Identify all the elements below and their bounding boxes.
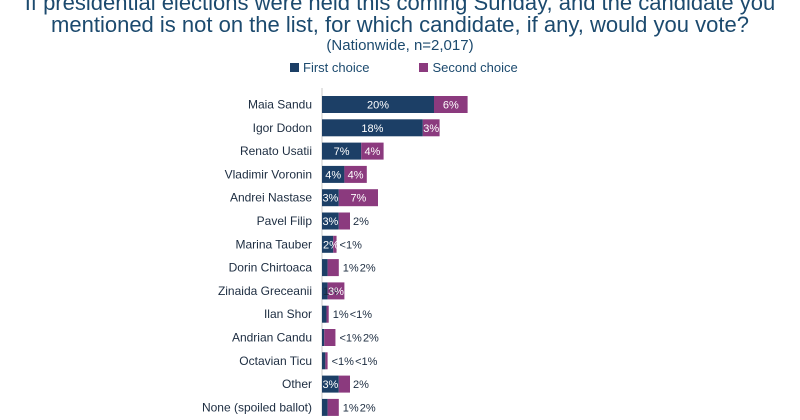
bar-second-choice (434, 96, 468, 113)
data-label-first-choice: 7% (334, 146, 350, 158)
bar-first-choice (322, 352, 326, 370)
category-label: Ilan Shor (264, 307, 312, 321)
data-label-second-choice: 3% (423, 123, 439, 135)
data-label-second-choice: 6% (443, 100, 459, 112)
data-label-second-choice: <1% (340, 239, 363, 251)
bar-second-choice (327, 282, 345, 300)
data-label-second-choice: 2% (353, 216, 369, 228)
data-label-first-choice: 3% (322, 216, 338, 228)
bar-first-choice (322, 235, 334, 253)
data-label-first-choice: 1% (333, 309, 349, 321)
data-label-first-choice: 20% (367, 100, 389, 112)
bar-first-choice (322, 96, 434, 113)
data-label-first-choice: 4% (325, 169, 341, 181)
data-label-second-choice: <1% (350, 309, 373, 321)
legend-swatch-second (419, 63, 429, 72)
category-label: Maia Sandu (248, 98, 312, 112)
legend-item-first: First choice (290, 60, 369, 75)
data-label-first-choice: <1% (332, 356, 355, 368)
bar-second-choice (344, 165, 367, 183)
category-label: Octavian Ticu (239, 354, 312, 368)
category-label: None (spoiled ballot) (202, 400, 312, 414)
legend-item-second: Second choice (419, 60, 518, 75)
bar-first-choice (322, 119, 423, 137)
bar-second-choice (324, 329, 336, 346)
chart-title-line-1: If presidential elections were held this… (24, 0, 776, 15)
legend-label-second: Second choice (432, 60, 518, 75)
bar-second-choice (327, 259, 339, 277)
bar-first-choice (322, 189, 339, 207)
category-label: Marina Tauber (236, 237, 313, 251)
chart-title-line-2: mentioned is not on the list, for which … (51, 12, 749, 37)
data-label-second-choice: 4% (348, 169, 364, 181)
category-label: Andrei Nastase (230, 191, 312, 205)
data-label-first-choice: 18% (361, 123, 383, 135)
category-label: Andrian Candu (232, 331, 312, 345)
bar-second-choice (326, 305, 329, 323)
data-label-second-choice: 4% (364, 146, 380, 158)
data-label-second-choice: 2% (363, 333, 379, 345)
data-label-first-choice: 1% (323, 286, 339, 298)
legend-label-first: First choice (303, 60, 370, 75)
data-label-first-choice: 3% (322, 193, 338, 205)
bar-second-choice (325, 352, 328, 370)
category-label: Renato Usatii (240, 144, 312, 158)
category-label: Zinaida Greceanii (218, 284, 312, 298)
data-label-first-choice: 3% (322, 379, 338, 391)
bar-first-choice (322, 212, 339, 230)
data-label-second-choice: 3% (328, 286, 344, 298)
bar-second-choice (361, 142, 384, 160)
bar-first-choice (322, 305, 327, 323)
data-label-second-choice: 2% (360, 402, 376, 414)
bar-first-choice (322, 375, 339, 393)
category-label: Igor Dodon (253, 121, 312, 135)
data-label-first-choice: 1% (343, 263, 359, 275)
bar-second-choice (422, 119, 440, 137)
bar-second-choice (338, 375, 350, 393)
bar-second-choice (327, 398, 339, 416)
data-label-first-choice: 2% (323, 239, 339, 251)
data-label-second-choice: 2% (353, 379, 369, 391)
category-label: Vladimir Voronin (225, 167, 312, 181)
bar-first-choice (322, 398, 328, 416)
bar-second-choice (338, 212, 350, 230)
category-label: Other (282, 377, 312, 391)
data-label-second-choice: <1% (355, 356, 378, 368)
legend: First choice Second choice (290, 60, 518, 75)
bar-first-choice (322, 329, 325, 346)
category-label: Pavel Filip (257, 214, 313, 228)
chart-subtitle: (Nationwide, n=2,017) (326, 37, 474, 54)
category-label: Dorin Chirtoaca (229, 261, 313, 275)
data-label-first-choice: 1% (343, 402, 359, 414)
bar-first-choice (322, 165, 345, 183)
bar-second-choice (338, 189, 378, 207)
bar-first-choice (322, 142, 362, 160)
data-label-second-choice: 7% (350, 193, 366, 205)
bar-first-choice (322, 282, 328, 300)
data-label-first-choice: <1% (339, 333, 362, 345)
bar-first-choice (322, 259, 328, 277)
legend-swatch-first (290, 63, 299, 72)
bar-second-choice (333, 235, 337, 253)
data-label-second-choice: 2% (360, 263, 376, 275)
